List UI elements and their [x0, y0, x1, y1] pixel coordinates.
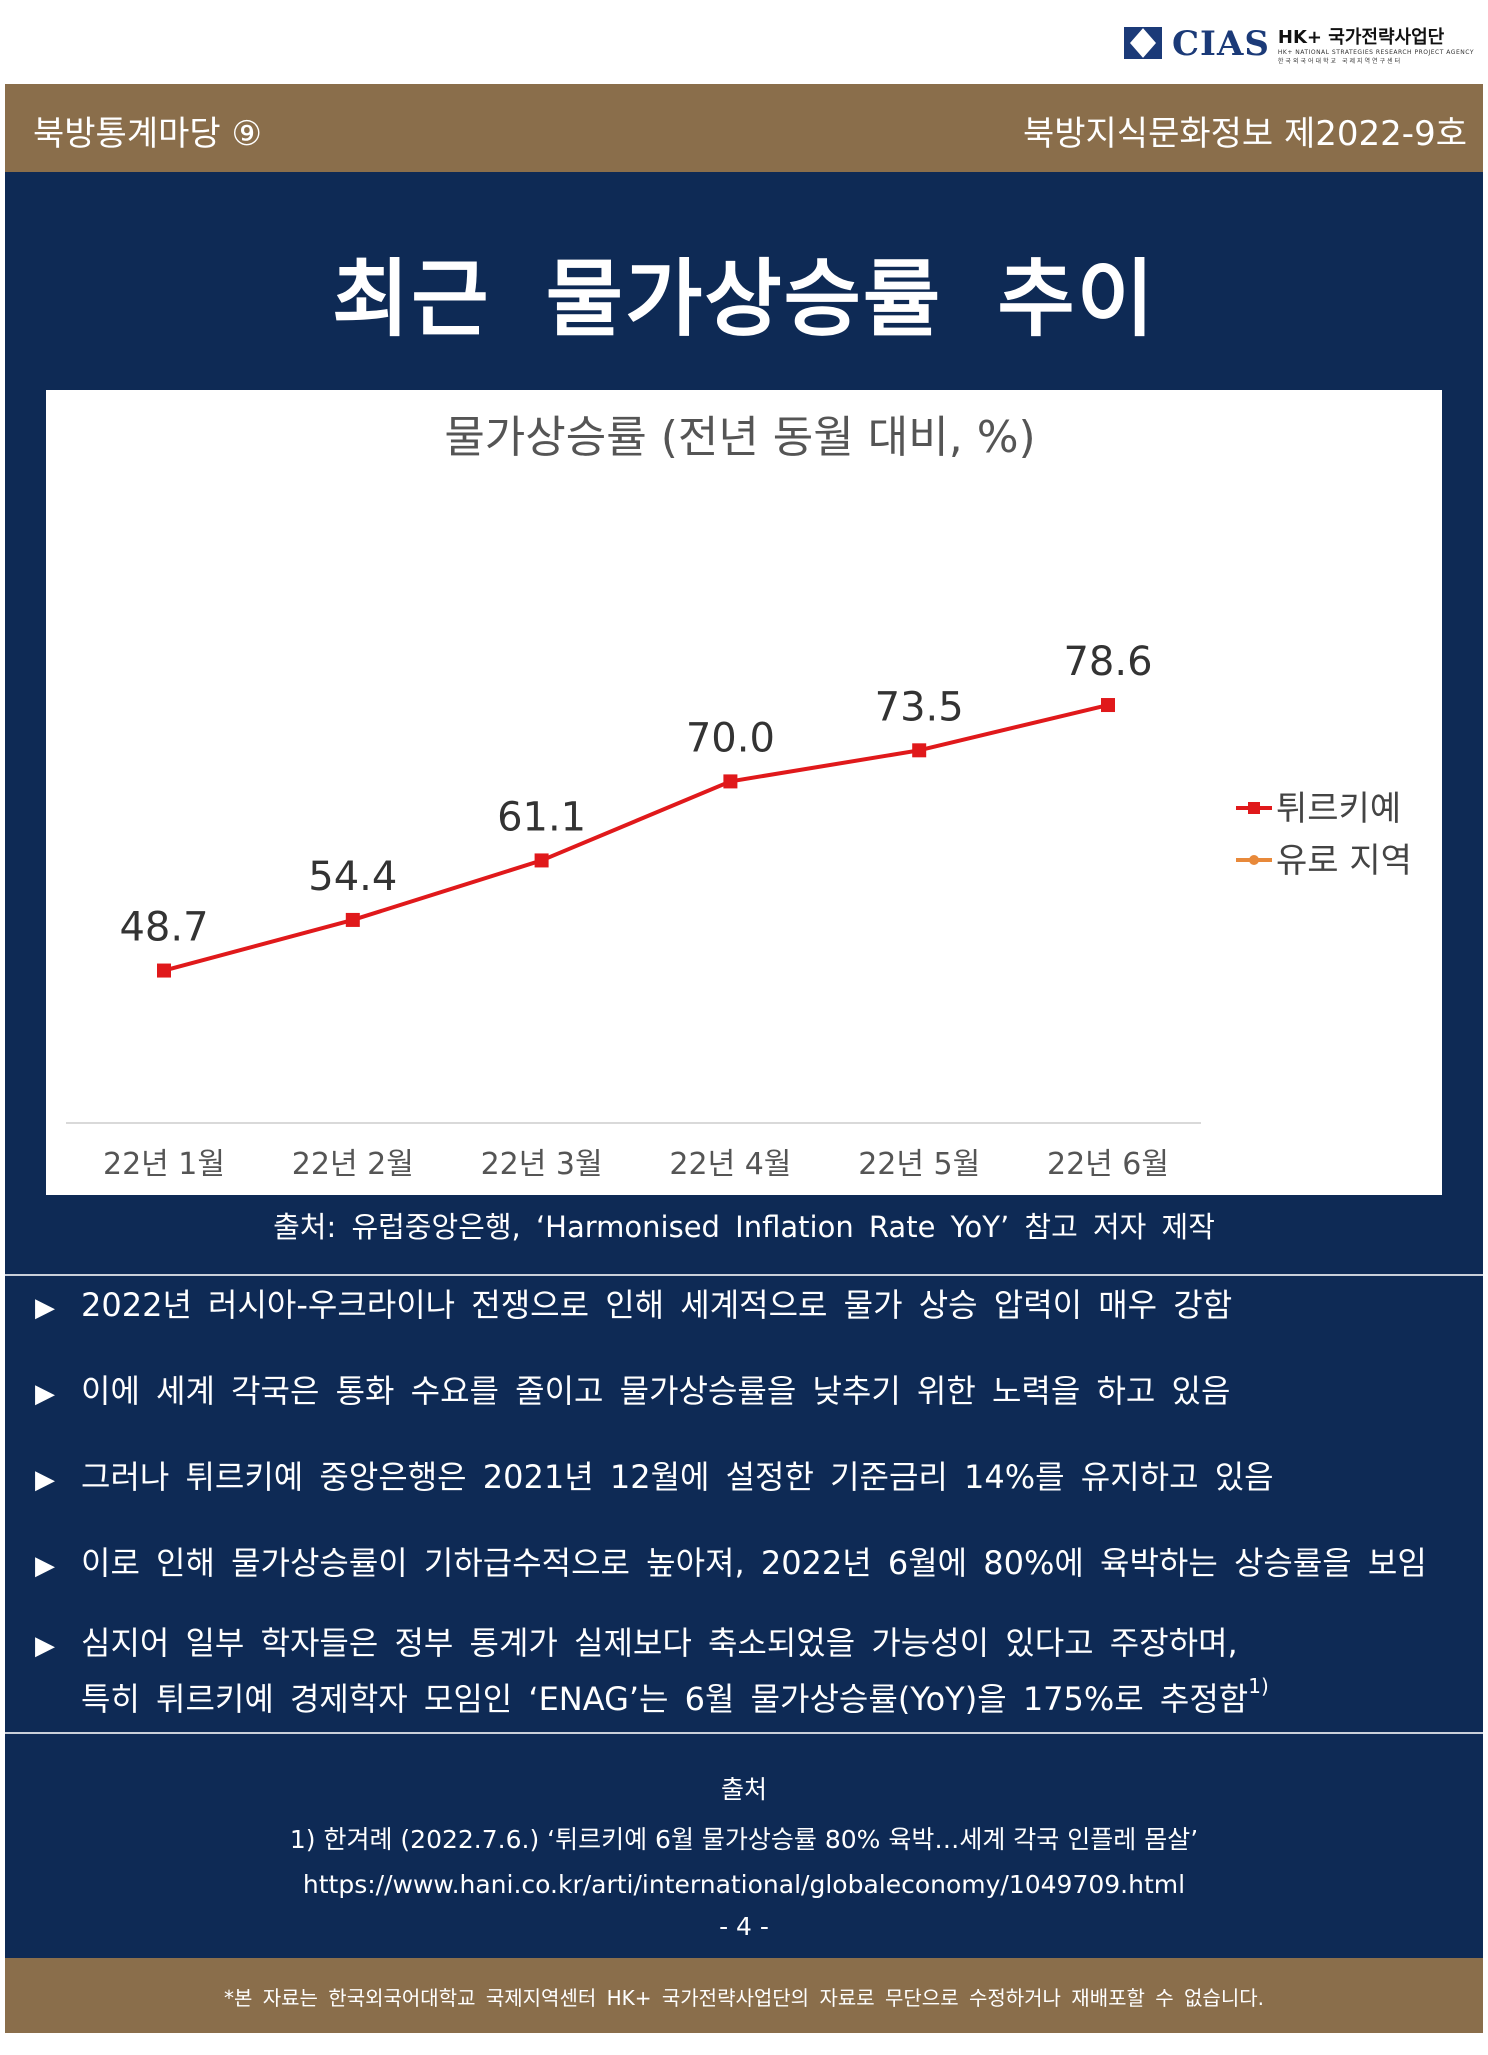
x-tick-label: 22년 4월	[669, 1147, 791, 1182]
header-band: 북방통계마당 ⑨ 북방지식문화정보 제2022-9호	[5, 84, 1483, 172]
data-point	[157, 963, 171, 978]
cias-logo: CIAS HK+ 국가전략사업단 HK+ NATIONAL STRATEGIES…	[1118, 14, 1474, 74]
data-label: 78.6	[1063, 639, 1152, 685]
logo-subtitle-en: HK+ NATIONAL STRATEGIES RESEARCH PROJECT…	[1277, 49, 1474, 56]
top-bar: CIAS HK+ 국가전략사업단 HK+ NATIONAL STRATEGIES…	[0, 0, 1488, 84]
bullet-item-4: ▶ 이로 인해 물가상승률이 기하급수적으로 높아져, 2022년 6월에 80%…	[35, 1538, 1427, 1584]
data-point	[723, 774, 738, 789]
footer-notice: *본 자료는 한국외국어대학교 국제지역센터 HK+ 국가전략사업단의 자료로 …	[223, 1986, 1264, 2010]
chart-title: 물가상승률 (전년 동월 대비, %)	[444, 412, 1035, 463]
triangle-bullet-icon: ▶	[35, 1465, 55, 1495]
divider-bottom	[5, 1732, 1483, 1734]
chart-source: 출처: 유럽중앙은행, ‘Harmonised Inflation Rate Y…	[273, 1210, 1215, 1244]
bullet-text: 2022년 러시아-우크라이나 전쟁으로 인해 세계적으로 물가 상승 압력이 …	[81, 1286, 1233, 1324]
reference-item: 1) 한겨례 (2022.7.6.) ‘튀르키예 6월 물가상승률 80% 육박…	[289, 1825, 1199, 1854]
data-point	[534, 853, 549, 868]
data-label: 48.7	[119, 905, 208, 951]
triangle-bullet-icon: ▶	[35, 1551, 55, 1581]
bullet-item-3: ▶ 그러나 튀르키예 중앙은행은 2021년 12월에 설정한 기준금리 14%를…	[35, 1452, 1274, 1498]
references-heading: 출처	[720, 1775, 767, 1804]
bullet-text: 심지어 일부 학자들은 정부 통계가 실제보다 축소되었을 가능성이 있다고 주…	[81, 1624, 1238, 1662]
series-title: 북방통계마당 ⑨	[33, 114, 262, 154]
data-point	[912, 743, 927, 758]
data-label: 54.4	[308, 854, 397, 900]
logo-acronym: CIAS	[1172, 24, 1270, 64]
data-point	[1101, 698, 1115, 713]
legend-label: 튀르키예	[1276, 789, 1401, 829]
triangle-bullet-icon: ▶	[35, 1293, 55, 1323]
x-tick-label: 22년 1월	[103, 1147, 225, 1182]
cias-emblem-icon	[1120, 21, 1166, 67]
bullet-item-1: ▶ 2022년 러시아-우크라이나 전쟁으로 인해 세계적으로 물가 상승 압력이…	[35, 1280, 1232, 1326]
x-tick-label: 22년 5월	[858, 1147, 980, 1182]
triangle-bullet-icon: ▶	[35, 1379, 55, 1409]
data-label: 61.1	[497, 794, 586, 840]
bullet-item-5: ▶ 심지어 일부 학자들은 정부 통계가 실제보다 축소되었을 가능성이 있다고 …	[35, 1618, 1269, 1720]
data-label: 70.0	[686, 715, 775, 761]
bullet-item-2: ▶ 이에 세계 각국은 통화 수요를 줄이고 물가상승률을 낮추기 위한 노력을 …	[35, 1366, 1230, 1412]
issue-number: 북방지식문화정보 제2022-9호	[1022, 114, 1467, 154]
divider-top	[5, 1274, 1483, 1276]
legend-label: 유로 지역	[1276, 841, 1412, 881]
triangle-bullet-icon: ▶	[35, 1631, 55, 1661]
page-number: - 4 -	[719, 1912, 769, 1941]
bullet-text: 그러나 튀르키예 중앙은행은 2021년 12월에 설정한 기준금리 14%를 …	[81, 1458, 1274, 1496]
footer-band: *본 자료는 한국외국어대학교 국제지역센터 HK+ 국가전략사업단의 자료로 …	[5, 1958, 1483, 2033]
data-point	[345, 912, 360, 927]
references: 출처 1) 한겨례 (2022.7.6.) ‘튀르키예 6월 물가상승률 80%…	[5, 1770, 1483, 1913]
data-label: 73.5	[875, 684, 964, 730]
x-tick-label: 22년 2월	[292, 1147, 414, 1182]
inflation-chart: 물가상승률 (전년 동월 대비, %) 22년 1월 22년 2월 22년 3월 22…	[66, 412, 1412, 1364]
bullet-text: 이로 인해 물가상승률이 기하급수적으로 높아져, 2022년 6월에 80%에…	[81, 1544, 1427, 1582]
x-tick-label: 22년 3월	[481, 1147, 603, 1182]
logo-name: HK+ 국가전략사업단	[1277, 27, 1445, 48]
bullet-text-continued: 특히 튀르키예 경제학자 모임인 ‘ENAG’는 6월 물가상승률(YoY)을 …	[81, 1680, 1249, 1718]
reference-link[interactable]: https://www.hani.co.kr/arti/internationa…	[302, 1870, 1186, 1899]
legend-marker	[1248, 802, 1260, 814]
legend-marker	[1249, 855, 1259, 865]
logo-subtitle-ko: 한국외국어대학교 국제지역연구센터	[1277, 58, 1403, 65]
footnote-marker: 1)	[1248, 1674, 1269, 1698]
page-title: 최근 물가상승률 추이	[331, 250, 1156, 348]
series-line	[163, 703, 1109, 973]
chart-container: 물가상승률 (전년 동월 대비, %) 22년 1월 22년 2월 22년 3월 22…	[46, 390, 1442, 1364]
bullet-text: 이에 세계 각국은 통화 수요를 줄이고 물가상승률을 낮추기 위한 노력을 하…	[81, 1372, 1231, 1410]
main-content: 최근 물가상승률 추이 물가상승률 (전년 동월 대비, %) 22년 1월 22…	[5, 172, 1483, 1958]
x-tick-label: 22년 6월	[1047, 1147, 1169, 1182]
